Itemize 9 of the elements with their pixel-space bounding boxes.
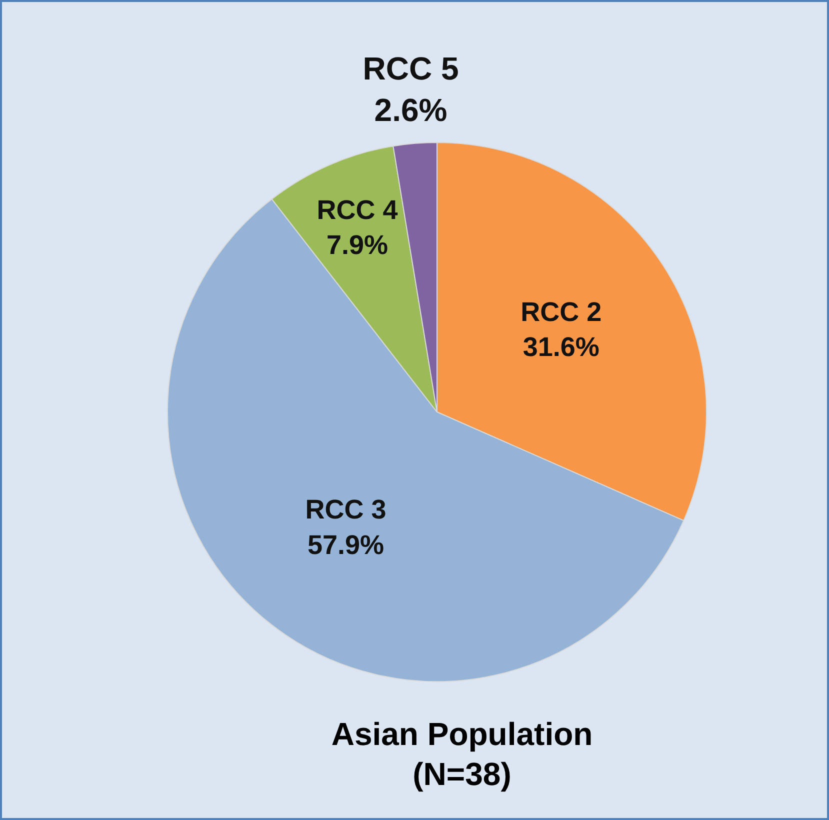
data-label: 31.6%: [522, 332, 600, 362]
data-label: 57.9%: [308, 530, 384, 560]
data-label: 7.9%: [326, 230, 388, 260]
slice-label: RCC 4: [316, 195, 398, 226]
slice-label: RCC 5: [362, 50, 459, 87]
slice-label: RCC 3: [305, 494, 386, 525]
slice-label: RCC 2: [520, 296, 602, 327]
data-label: 2.6%: [374, 92, 448, 128]
text: Asian Population (N=38): [330, 715, 594, 794]
